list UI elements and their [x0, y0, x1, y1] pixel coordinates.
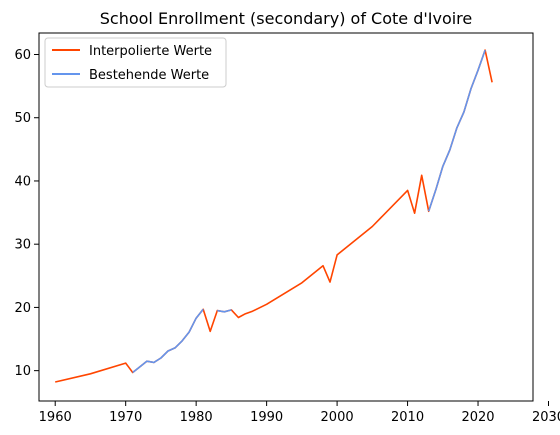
series-line-existing: [427, 49, 486, 212]
x-tick-label: 2020: [461, 410, 494, 425]
x-tick-label: 1960: [39, 410, 72, 425]
y-tick-label: 20: [14, 301, 31, 316]
series-line-existing: [217, 309, 232, 313]
legend-label-interpolated: Interpolierte Werte: [89, 44, 212, 59]
y-axis: 10 20 30 40 50 60: [14, 48, 39, 379]
x-tick-label: 1980: [180, 410, 213, 425]
x-tick-label: 1990: [250, 410, 283, 425]
y-tick-label: 10: [14, 364, 31, 379]
legend-label-existing: Bestehende Werte: [89, 68, 209, 83]
x-tick-label: 2000: [321, 410, 354, 425]
x-tick-label: 2010: [391, 410, 424, 425]
plot-lines: [55, 49, 493, 383]
y-tick-label: 60: [14, 48, 31, 63]
chart-title: School Enrollment (secondary) of Cote d'…: [100, 9, 473, 28]
y-tick-label: 50: [14, 111, 31, 126]
plot-frame: [38, 32, 534, 402]
legend: Interpolierte Werte Bestehende Werte: [44, 37, 227, 88]
y-tick-label: 30: [14, 238, 31, 253]
series-line-existing: [132, 308, 204, 374]
x-tick-label: 1970: [109, 410, 142, 425]
legend-box: [44, 37, 227, 88]
y-tick-label: 40: [14, 174, 31, 189]
